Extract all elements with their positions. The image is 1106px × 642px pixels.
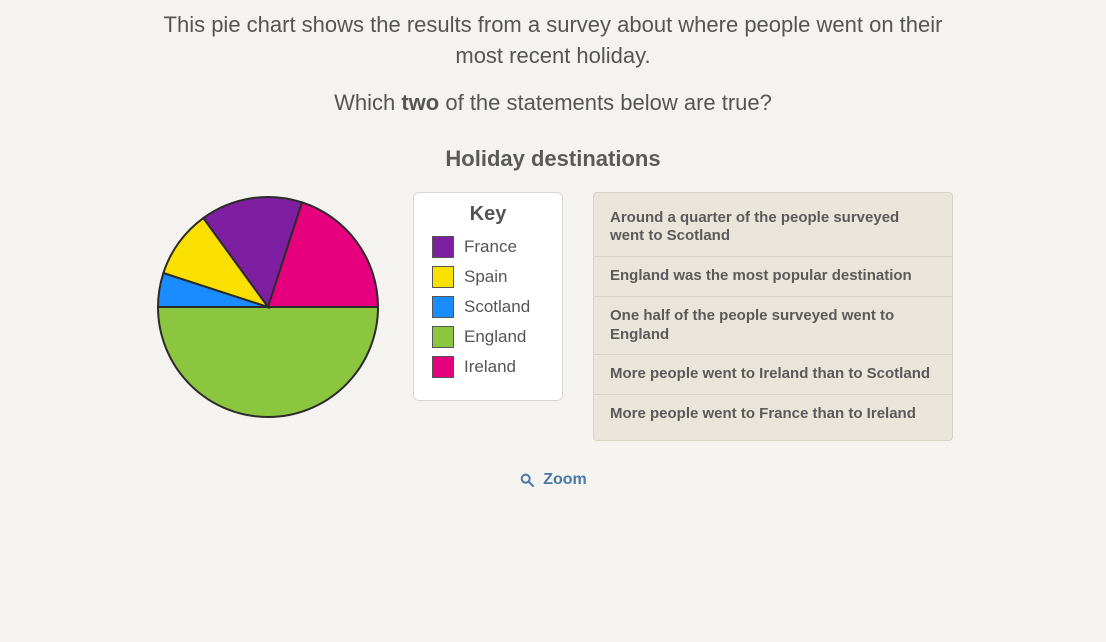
legend-title: Key bbox=[432, 203, 544, 226]
legend-swatch bbox=[432, 266, 454, 288]
legend-item-ireland: Ireland bbox=[432, 356, 544, 378]
legend-box: Key France Spain Scotland England Ireland bbox=[413, 192, 563, 401]
question-pre: Which bbox=[334, 90, 401, 115]
legend-label: Ireland bbox=[464, 357, 516, 377]
statement-option[interactable]: Around a quarter of the people surveyed … bbox=[594, 199, 952, 258]
legend-label: Spain bbox=[464, 267, 507, 287]
legend-label: France bbox=[464, 237, 517, 257]
intro-line2: most recent holiday. bbox=[455, 43, 650, 68]
statements-box: Around a quarter of the people surveyed … bbox=[593, 192, 953, 441]
pie-chart bbox=[153, 192, 383, 422]
zoom-icon bbox=[519, 472, 535, 488]
zoom-label: Zoom bbox=[543, 471, 587, 489]
legend-swatch bbox=[432, 356, 454, 378]
legend-swatch bbox=[432, 326, 454, 348]
statement-option[interactable]: More people went to Ireland than to Scot… bbox=[594, 355, 952, 395]
statement-option[interactable]: More people went to France than to Irela… bbox=[594, 395, 952, 434]
legend-swatch bbox=[432, 236, 454, 258]
legend-swatch bbox=[432, 296, 454, 318]
legend-item-france: France bbox=[432, 236, 544, 258]
legend-label: Scotland bbox=[464, 297, 530, 317]
statement-option[interactable]: England was the most popular destination bbox=[594, 257, 952, 297]
pie-slice-england bbox=[158, 307, 378, 417]
intro-text: This pie chart shows the results from a … bbox=[40, 10, 1066, 72]
zoom-control[interactable]: Zoom bbox=[40, 471, 1066, 489]
legend-item-spain: Spain bbox=[432, 266, 544, 288]
content-row: Key France Spain Scotland England Ireland Ar… bbox=[40, 192, 1066, 441]
legend-item-scotland: Scotland bbox=[432, 296, 544, 318]
question-bold: two bbox=[401, 90, 439, 115]
intro-line1: This pie chart shows the results from a … bbox=[164, 12, 943, 37]
legend-item-england: England bbox=[432, 326, 544, 348]
statement-option[interactable]: One half of the people surveyed went to … bbox=[594, 297, 952, 356]
question-post: of the statements below are true? bbox=[439, 90, 772, 115]
chart-title: Holiday destinations bbox=[40, 146, 1066, 172]
question-text: Which two of the statements below are tr… bbox=[40, 90, 1066, 116]
legend-label: England bbox=[464, 327, 526, 347]
